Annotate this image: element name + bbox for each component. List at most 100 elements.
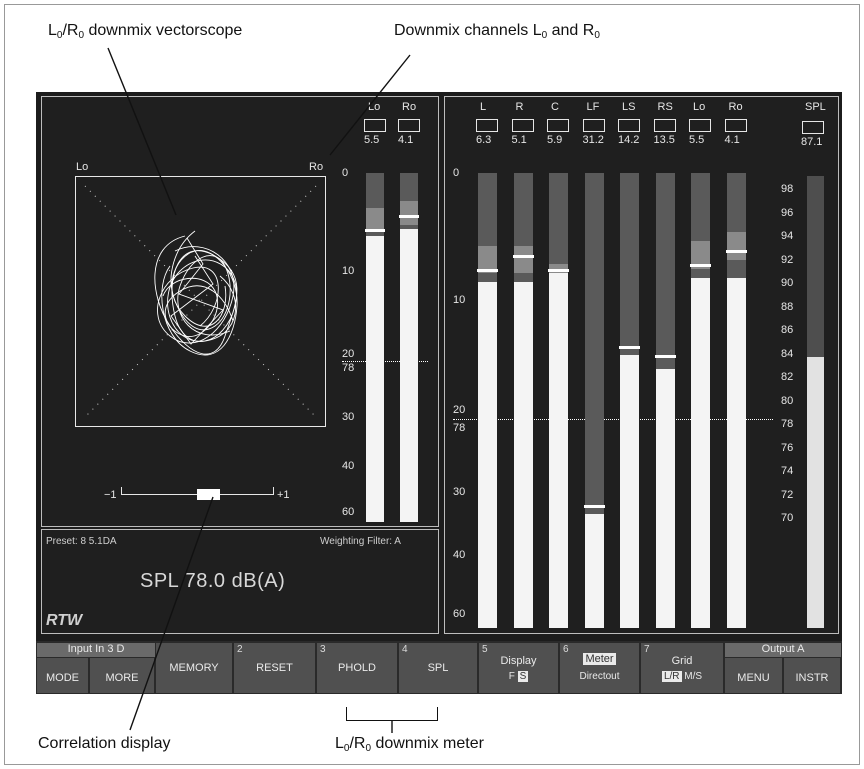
spl-scale-label: 96 <box>781 206 794 219</box>
instr-button[interactable]: INSTR <box>784 658 841 693</box>
multichannel-meter-bar-level <box>726 277 746 628</box>
grid-button[interactable]: 7 Grid L/R M/S <box>641 643 724 693</box>
multichannel-meter-bar-level <box>549 273 568 628</box>
multichannel-meter-bar-level <box>478 282 497 628</box>
multichannel-meter-bar-gray <box>691 241 710 269</box>
spl-scale-label: 88 <box>781 300 794 313</box>
multichannel-meter-peak-hold <box>548 268 569 272</box>
spl-readout: SPL 78.0 dB(A) <box>140 570 286 592</box>
vectorscope-display <box>75 176 326 427</box>
vectorscope-right-label: Ro <box>309 161 324 173</box>
multichannel-meter-value-box <box>618 119 640 132</box>
downmix-meter-reference-line <box>342 361 428 363</box>
multichannel-meter-bar-gray <box>726 232 746 260</box>
spl-scale-label: 80 <box>781 394 794 407</box>
spl-bar-level <box>807 356 824 628</box>
downmix-meter-bar-gray <box>366 207 384 232</box>
more-button[interactable]: MORE <box>90 658 155 693</box>
downmix-meter-scale-label: 20 <box>342 348 355 361</box>
display-button[interactable]: 5 Display F S <box>479 643 559 693</box>
mode-button[interactable]: MODE <box>37 658 89 693</box>
spl-scale-label: 74 <box>781 465 794 477</box>
spl-scale-label: 82 <box>781 371 794 383</box>
spl-button[interactable]: 4 SPL <box>399 643 478 693</box>
spl-value: 87.1 <box>801 136 823 148</box>
spl-scale-label: 86 <box>781 324 794 336</box>
multichannel-meter-channel-value: 5.5 <box>689 134 705 146</box>
downmix-meter-value-box <box>364 119 386 132</box>
meter-button[interactable]: 6 Meter Directout <box>560 643 640 693</box>
multichannel-meter-scale-label: 0 <box>453 167 460 179</box>
spl-scale-label: 90 <box>781 277 794 289</box>
spl-scale-label: 70 <box>781 512 794 524</box>
downmix-meter-annotation: L0/R0 downmix meter <box>335 735 484 754</box>
multichannel-meter-channel-label: C <box>551 101 559 113</box>
multichannel-meter-channel-value: 14.2 <box>618 134 640 146</box>
downmix-meter-scale-label: 30 <box>342 411 355 424</box>
meter-label: Meter <box>583 653 616 665</box>
memory-button[interactable]: MEMORY <box>156 643 233 693</box>
multichannel-meter-channel-value: 5.9 <box>547 134 563 146</box>
downmix-meter-peak-hold <box>399 214 419 218</box>
menu-button[interactable]: MENU <box>725 658 783 693</box>
multichannel-meter-peak-hold <box>512 254 534 258</box>
downmix-meter-scale-label: 0 <box>342 167 349 179</box>
output-header: Output A <box>725 643 841 657</box>
preset-label: Preset: 8 5.1DA <box>46 536 117 547</box>
multichannel-meter-peak-hold <box>725 250 747 254</box>
grid-ms-option: M/S <box>684 671 703 682</box>
multichannel-meter-scale-label: 30 <box>453 485 466 498</box>
spl-scale-label: 84 <box>781 347 794 360</box>
multichannel-meter-channel-label: Lo <box>693 101 706 113</box>
reset-button[interactable]: 2 RESET <box>234 643 316 693</box>
correlation-min-label: −1 <box>104 489 117 501</box>
multichannel-meter-panel <box>444 96 839 634</box>
multichannel-meter-channel-value: 13.5 <box>653 134 675 146</box>
downmix-meter-bar-level <box>400 228 418 522</box>
downmix-meter-bar-gray <box>400 200 418 225</box>
multichannel-meter-channel-label: RS <box>657 101 673 113</box>
weighting-filter-label: Weighting Filter: A <box>320 536 401 547</box>
multichannel-meter-value-box <box>511 119 534 132</box>
spl-scale-label: 72 <box>781 488 794 501</box>
spl-scale-label: 78 <box>781 418 794 430</box>
multichannel-meter-value-box <box>476 119 498 132</box>
downmix-meter-scale-label: 60 <box>342 505 355 518</box>
spl-scale-label: 92 <box>781 253 794 266</box>
multichannel-meter-scale-label: 20 <box>453 403 466 416</box>
multichannel-meter-channel-value: 31.2 <box>582 134 604 146</box>
vectorscope-left-label: Lo <box>76 161 89 173</box>
downmix-meter-scale-label: 10 <box>342 264 355 277</box>
downmix-meter-scale-label: 40 <box>342 460 355 473</box>
grid-lr-option: L/R <box>661 671 682 682</box>
spl-channel-label: SPL <box>805 101 826 113</box>
downmix-meter-peak-hold <box>365 228 385 232</box>
input-header: Input In 3 D <box>37 643 155 657</box>
multichannel-meter-peak-hold <box>583 505 605 509</box>
vectorscope-trace <box>84 185 317 418</box>
downmix-meter-channel-label: Ro <box>402 101 417 113</box>
downmix-meter-bracket <box>346 707 438 721</box>
info-panel <box>41 529 439 634</box>
phold-button[interactable]: 3 PHOLD <box>317 643 398 693</box>
multichannel-meter-value-box <box>547 119 569 132</box>
multichannel-meter-reference-line <box>453 418 773 420</box>
downmix-meter-bar-level <box>366 235 384 522</box>
downmix-meter-channel-value: 5.5 <box>364 134 380 146</box>
correlation-min-tick <box>121 487 122 495</box>
downmix-meter-channel-label: Lo <box>368 101 381 113</box>
correlation-annotation: Correlation display <box>38 735 171 752</box>
multichannel-meter-bar-gray <box>478 245 497 273</box>
downmix-meter-ref-label: 78 <box>342 362 355 375</box>
rtw-logo: RTW <box>46 612 83 629</box>
multichannel-meter-bar-level <box>691 277 710 628</box>
multichannel-meter-channel-label: Ro <box>728 101 743 113</box>
multichannel-meter-bar-gray <box>513 245 533 273</box>
downmix-channels-annotation: Downmix channels L0 and R0 <box>394 22 600 41</box>
multichannel-meter-bar-level <box>620 355 639 628</box>
spl-scale-label: 98 <box>781 183 794 195</box>
multichannel-meter-channel-value: 4.1 <box>724 134 740 146</box>
multichannel-meter-scale-label: 40 <box>453 549 466 562</box>
multichannel-meter-channel-label: LS <box>622 101 636 113</box>
display-s-option: S <box>517 671 529 682</box>
